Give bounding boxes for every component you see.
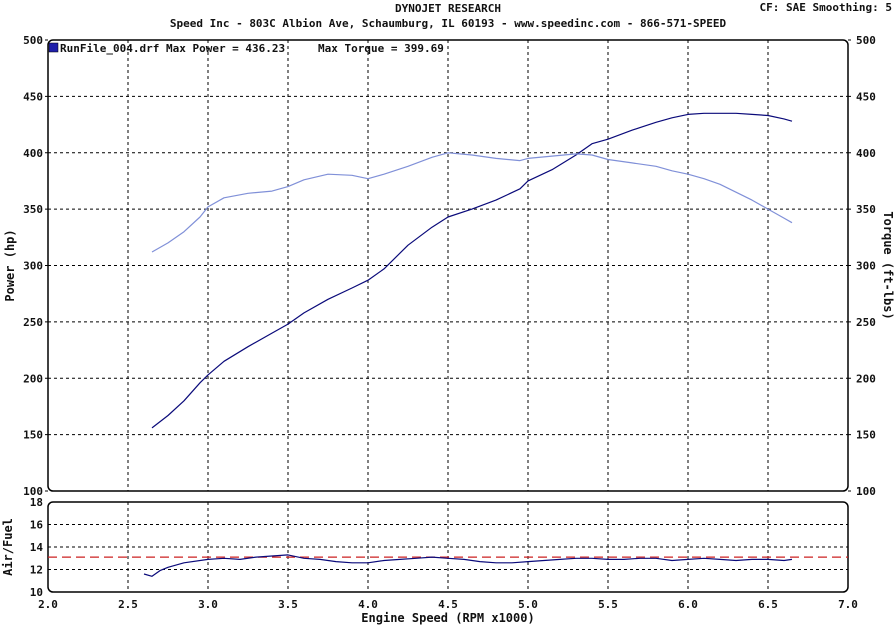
y2-tick-label: 200: [856, 372, 876, 385]
y2-tick-label: 100: [856, 485, 876, 498]
y-axis-title: Power (hp): [3, 229, 17, 301]
x-tick-label: 6.0: [678, 598, 698, 611]
afr-y-tick-label: 14: [30, 541, 44, 554]
series-line-air-fuel: [143, 554, 793, 577]
y-tick-label: 400: [23, 147, 43, 160]
y2-tick-label: 350: [856, 203, 876, 216]
x-tick-label: 3.5: [278, 598, 298, 611]
y-tick-label: 500: [23, 34, 43, 47]
series-line-torque: [151, 152, 793, 253]
y-tick-label: 300: [23, 260, 43, 273]
x-tick-label: 4.5: [438, 598, 458, 611]
series-line-power: [151, 112, 793, 429]
settings-readout: CF: SAE Smoothing: 5: [759, 1, 892, 14]
x-tick-label: 6.5: [758, 598, 778, 611]
x-tick-label: 2.5: [118, 598, 138, 611]
y2-tick-label: 300: [856, 260, 876, 273]
y-tick-label: 350: [23, 203, 43, 216]
y-tick-label: 100: [23, 485, 43, 498]
chart-title: DYNOJET RESEARCH: [395, 2, 501, 15]
y2-tick-label: 150: [856, 429, 876, 442]
y2-tick-label: 500: [856, 34, 876, 47]
x-tick-label: 3.0: [198, 598, 218, 611]
y-tick-label: 250: [23, 316, 43, 329]
afr-y-tick-label: 10: [30, 586, 43, 599]
x-tick-label: 5.5: [598, 598, 618, 611]
x-axis-title: Engine Speed (RPM x1000): [361, 611, 534, 625]
legend-max-torque: Max Torque = 399.69: [318, 42, 444, 55]
y-tick-label: 150: [23, 429, 43, 442]
y2-tick-label: 450: [856, 90, 876, 103]
afr-axis-title: Air/Fuel: [1, 518, 15, 576]
y2-tick-label: 250: [856, 316, 876, 329]
afr-y-tick-label: 18: [30, 496, 43, 509]
y2-axis-title: Torque (ft-lbs): [881, 211, 895, 319]
legend-label: RunFile_004.drf Max Power = 436.23: [60, 42, 285, 55]
afr-y-tick-label: 12: [30, 564, 43, 577]
y2-tick-label: 400: [856, 147, 876, 160]
y-tick-label: 200: [23, 372, 43, 385]
chart-subtitle: Speed Inc - 803C Albion Ave, Schaumburg,…: [169, 17, 727, 30]
x-tick-label: 7.0: [838, 598, 858, 611]
x-tick-label: 5.0: [518, 598, 538, 611]
afr-y-tick-label: 16: [30, 519, 44, 532]
x-tick-label: 4.0: [358, 598, 378, 611]
y-tick-label: 450: [23, 90, 43, 103]
x-tick-label: 2.0: [38, 598, 58, 611]
legend-swatch: [48, 42, 59, 53]
